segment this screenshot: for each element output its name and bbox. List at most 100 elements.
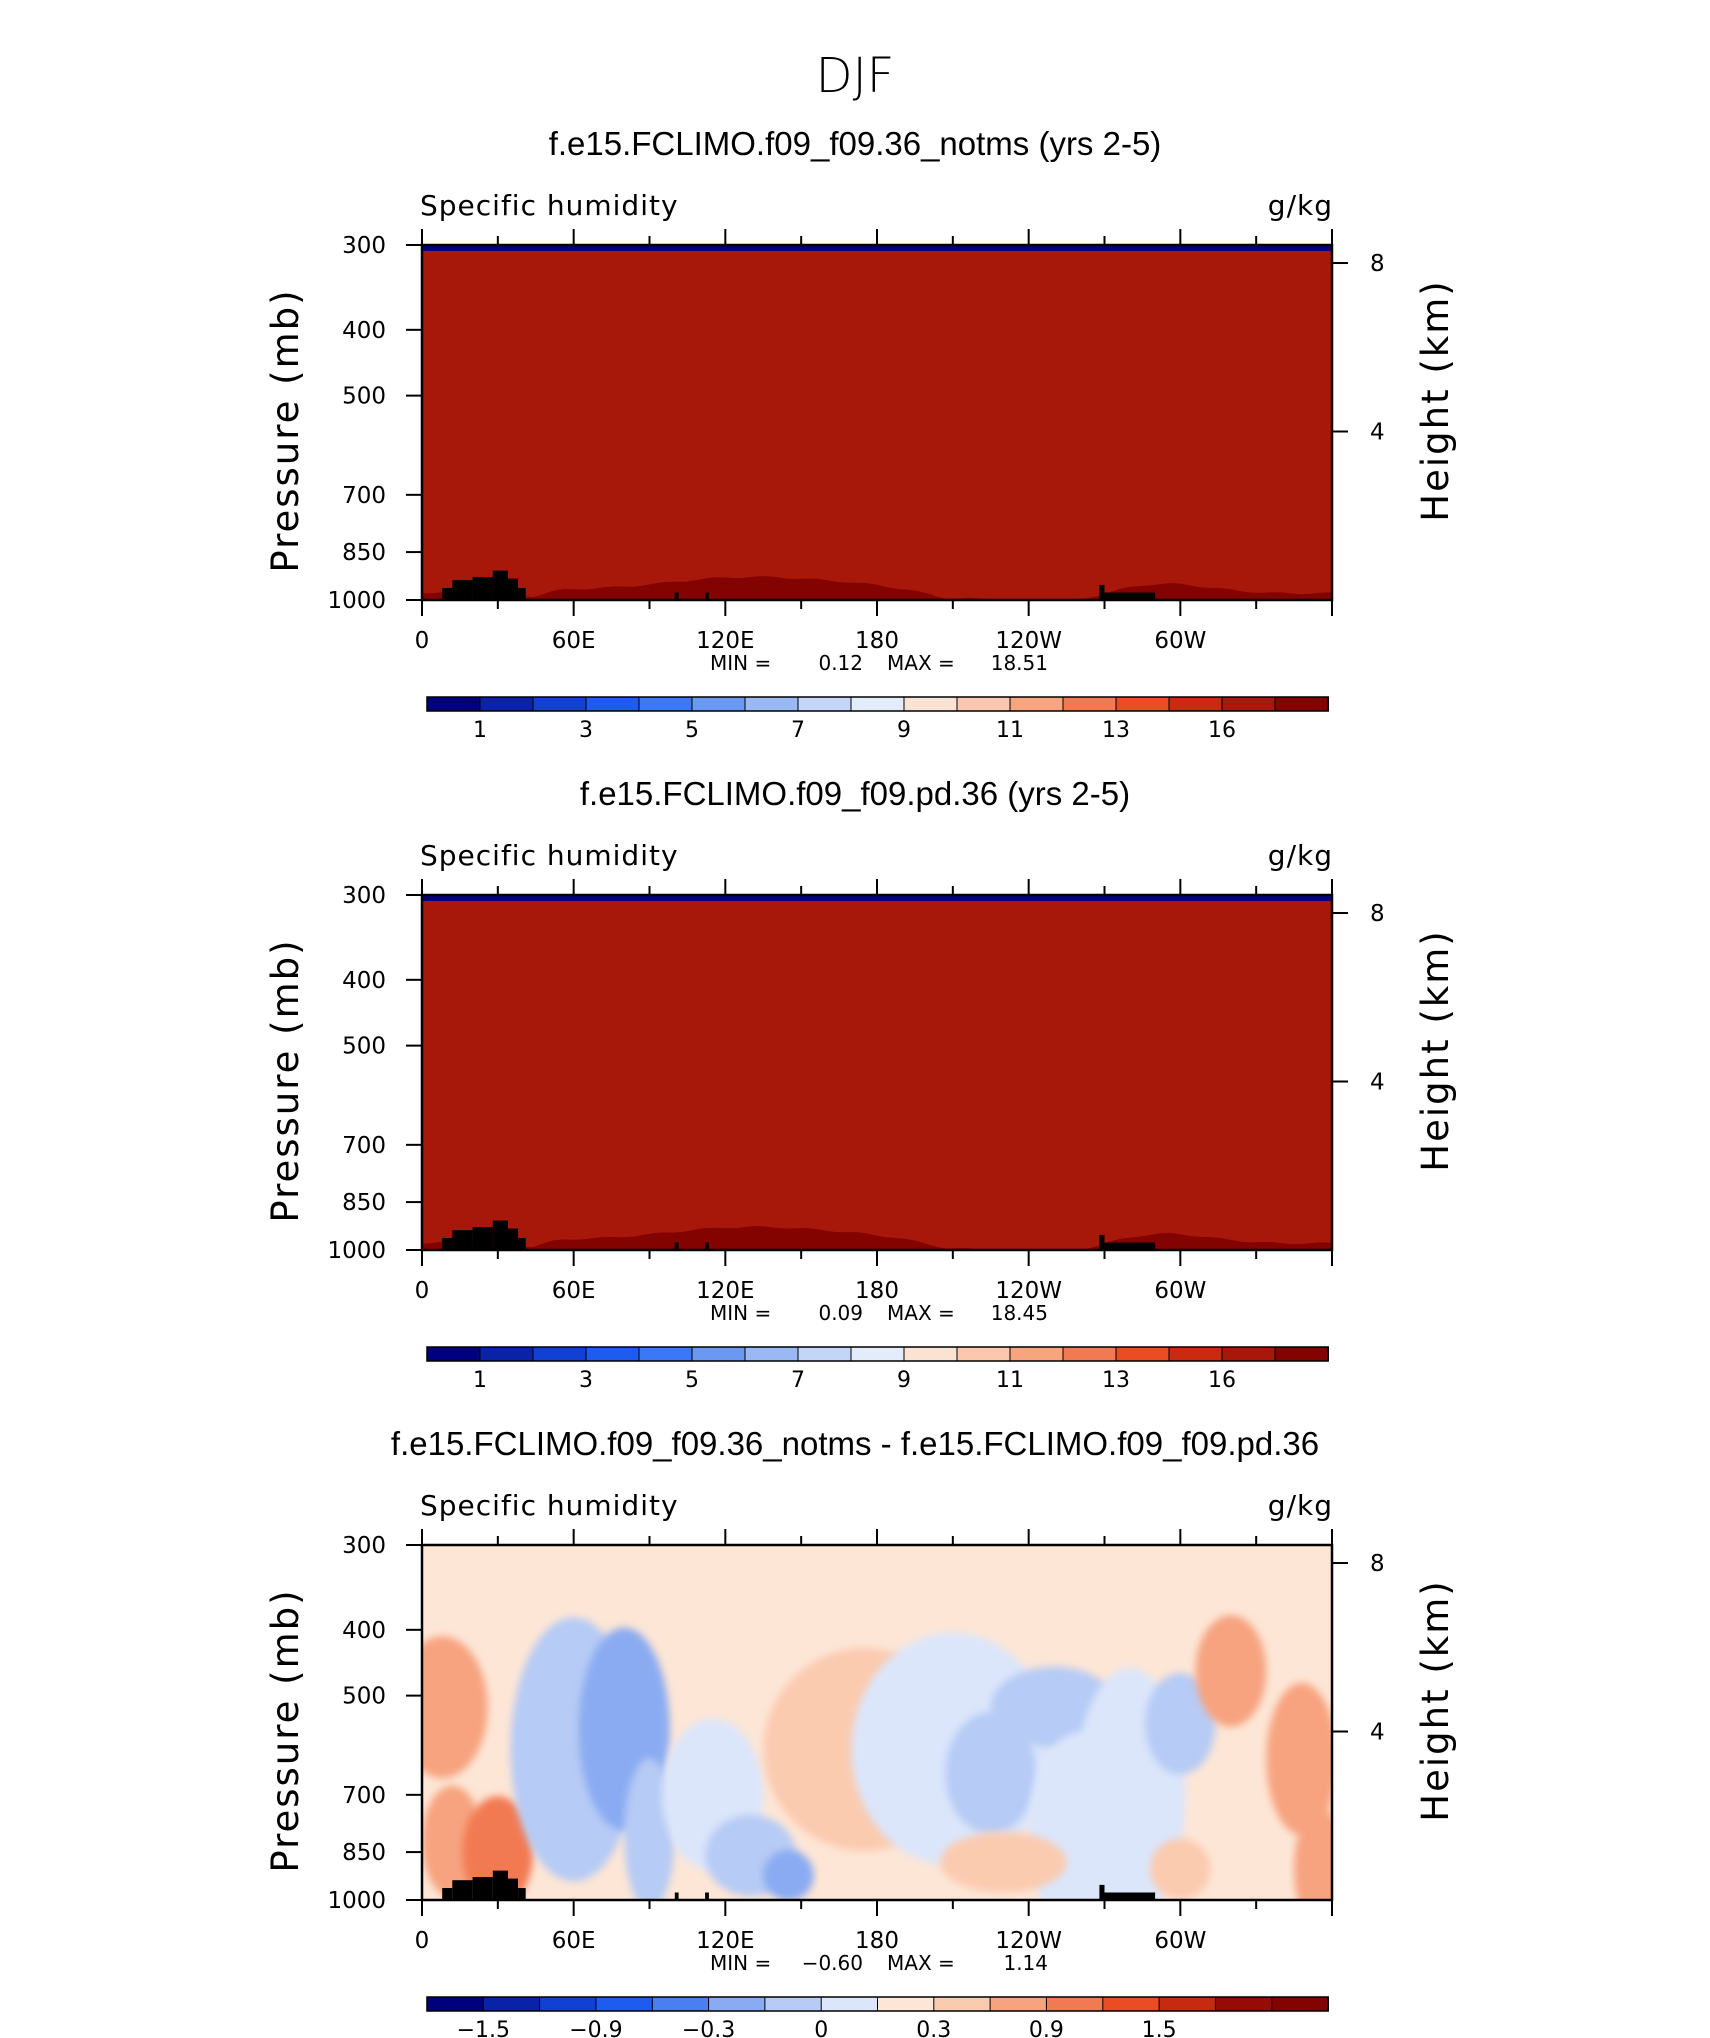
panel-3: f.e15.FCLIMO.f09_f09.36_notms - f.e15.FC… — [264, 1425, 1457, 2038]
y-right-tick-label: 8 — [1370, 1551, 1385, 1577]
colorbar-label: 11 — [996, 718, 1024, 743]
y-tick-label: 500 — [342, 1684, 386, 1710]
colorbar-swatch — [1115, 696, 1170, 712]
topography-mask — [1104, 592, 1156, 600]
colorbar-swatch — [903, 1346, 958, 1362]
colorbar-swatch — [850, 1346, 905, 1362]
units-label: g/kg — [1268, 839, 1333, 872]
colorbar-swatch — [585, 696, 640, 712]
y-tick-label: 400 — [342, 968, 386, 994]
y-tick-label: 300 — [342, 233, 386, 259]
topography-mask — [492, 1870, 508, 1900]
x-tick-label: 60W — [1154, 1278, 1206, 1304]
y-tick-label: 700 — [342, 483, 386, 509]
y-right-tick-label: 8 — [1370, 901, 1385, 927]
topography-mask — [452, 580, 473, 600]
max-label: MAX = — [887, 651, 955, 675]
colorbar-swatch — [956, 1346, 1011, 1362]
colorbar-swatch — [479, 1346, 534, 1362]
y-axis-title: Pressure (mb) — [264, 938, 307, 1222]
panel-title: f.e15.FCLIMO.f09_f09.36_notms - f.e15.FC… — [391, 1425, 1319, 1462]
min-value: 0.12 — [818, 651, 863, 675]
contour-band — [422, 245, 1332, 251]
panel-title: f.e15.FCLIMO.f09_f09.36_notms (yrs 2-5) — [549, 125, 1162, 162]
topography-mask — [442, 1238, 453, 1250]
x-tick-label: 120E — [696, 1278, 754, 1304]
colorbar-swatch — [638, 696, 693, 712]
colorbar-label: 7 — [791, 718, 805, 743]
x-tick-label: 60E — [552, 628, 596, 654]
topography-mask — [1104, 1242, 1156, 1250]
panel-title: f.e15.FCLIMO.f09_f09.pd.36 (yrs 2-5) — [580, 775, 1130, 812]
topography-mask — [518, 1888, 526, 1900]
topography-mask — [1099, 1234, 1105, 1250]
colorbar-label: −1.5 — [457, 2018, 510, 2038]
anomaly-region — [422, 1636, 488, 1779]
y-axis-title: Pressure (mb) — [264, 1588, 307, 1872]
colorbar-swatch — [1271, 1996, 1329, 2012]
colorbar-swatch — [1102, 1996, 1161, 2012]
y-tick-label: 400 — [342, 1618, 386, 1644]
y-tick-label: 300 — [342, 883, 386, 909]
colorbar-swatch — [797, 1346, 852, 1362]
topography-mask — [442, 588, 453, 600]
colorbar-label: 13 — [1102, 1368, 1130, 1393]
x-tick-label: 60W — [1154, 628, 1206, 654]
y-right-tick-label: 4 — [1370, 420, 1385, 446]
topography-mask — [1099, 1884, 1105, 1900]
colorbar-label: 0.9 — [1029, 2018, 1064, 2038]
colorbar-swatch — [1274, 696, 1329, 712]
min-value: −0.60 — [802, 1951, 863, 1975]
colorbar-swatch — [479, 696, 534, 712]
x-tick-label: 0 — [415, 1278, 430, 1304]
anomaly-region — [1144, 1673, 1216, 1775]
anomaly-region — [1294, 1808, 1332, 1900]
colorbar-swatch — [426, 1346, 481, 1362]
colorbar-swatch — [482, 1996, 541, 2012]
colorbar-label: 9 — [897, 1368, 911, 1393]
colorbar-frame — [426, 1346, 1329, 1362]
colorbar-label: 5 — [685, 718, 699, 743]
contour-band — [422, 895, 1332, 901]
topography-mask — [674, 1892, 679, 1900]
y-right-tick-label: 4 — [1370, 1070, 1385, 1096]
max-label: MAX = — [887, 1951, 955, 1975]
min-value: 0.09 — [818, 1301, 863, 1325]
y-tick-label: 1000 — [327, 588, 386, 614]
figure-title: DJF — [816, 48, 895, 104]
y-tick-label: 500 — [342, 1034, 386, 1060]
topography-mask — [442, 1888, 453, 1900]
x-tick-label: 60E — [552, 1928, 596, 1954]
field — [422, 1545, 1332, 1900]
units-label: g/kg — [1268, 189, 1333, 222]
y-right-tick-label: 4 — [1370, 1720, 1385, 1746]
x-tick-label: 0 — [415, 1928, 430, 1954]
topography-mask — [674, 592, 679, 600]
y-tick-label: 300 — [342, 1533, 386, 1559]
colorbar-label: 0 — [814, 2018, 828, 2038]
topography-mask — [492, 1220, 508, 1250]
y-tick-label: 700 — [342, 1783, 386, 1809]
x-tick-label: 120E — [696, 1928, 754, 1954]
y-tick-label: 850 — [342, 1190, 386, 1216]
topography-mask — [452, 1230, 473, 1250]
colorbar-swatch — [532, 696, 587, 712]
x-tick-label: 120W — [995, 1278, 1062, 1304]
variable-label: Specific humidity — [420, 1489, 679, 1522]
colorbar-label: −0.3 — [682, 2018, 735, 2038]
colorbar-swatch — [691, 696, 746, 712]
topography-mask — [492, 570, 508, 600]
min-label: MIN = — [710, 651, 771, 675]
colorbar-label: 0.3 — [916, 2018, 951, 2038]
colorbar-swatch — [1221, 1346, 1276, 1362]
colorbar-label: 1 — [473, 718, 487, 743]
topography-mask — [1104, 1892, 1156, 1900]
topography-mask — [518, 1238, 526, 1250]
colorbar-swatch — [1221, 696, 1276, 712]
colorbar-swatch — [595, 1996, 654, 2012]
topography-mask — [705, 1892, 709, 1900]
contour-band — [422, 245, 1332, 600]
colorbar-label: 3 — [579, 718, 593, 743]
colorbar-swatch — [426, 696, 481, 712]
topography-mask — [705, 1242, 709, 1250]
